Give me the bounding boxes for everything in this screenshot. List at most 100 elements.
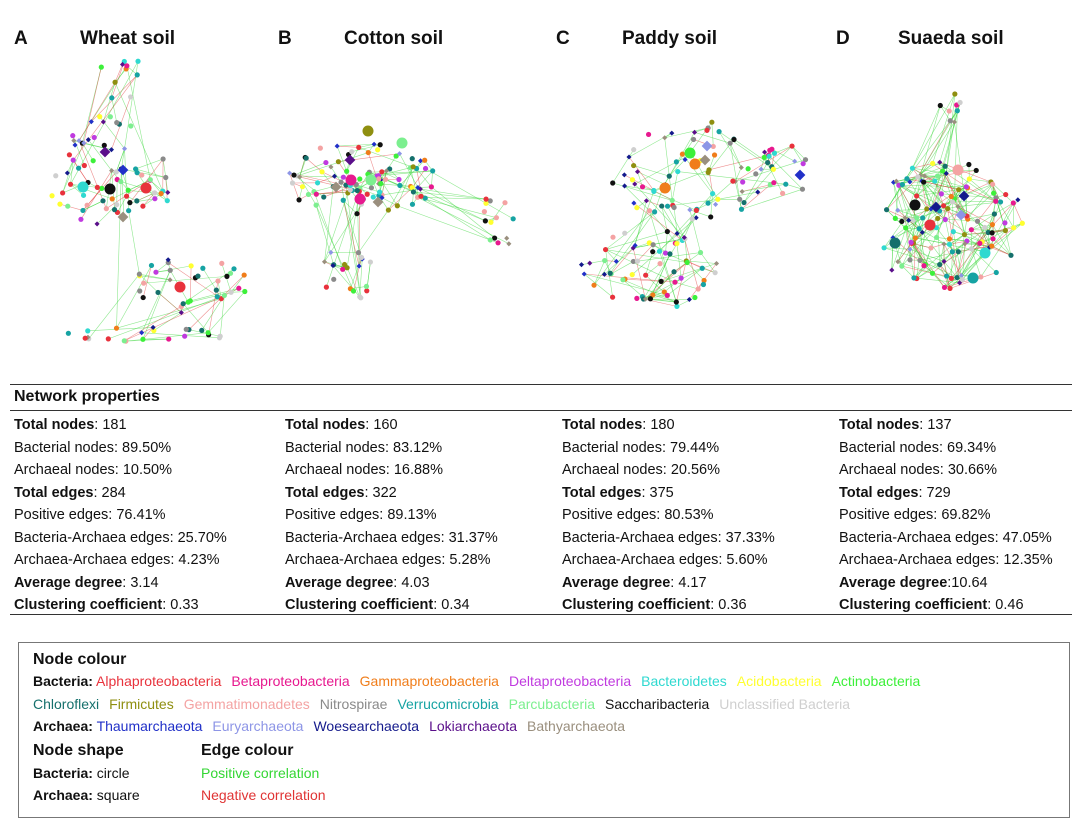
hub-archaea-node: [958, 190, 970, 202]
property-row: Total edges: 375: [562, 482, 832, 505]
bacteria-node: [672, 279, 678, 285]
bacteria-node: [997, 199, 1004, 205]
network-properties-heading: Network properties: [14, 388, 160, 405]
network-edge: [397, 205, 499, 244]
network-edge: [912, 105, 941, 169]
network-edge: [743, 169, 774, 203]
property-label: Clustering coefficient: [285, 597, 434, 613]
bacteria-node: [674, 240, 680, 247]
bacteria-node: [929, 270, 936, 276]
property-row: Archaea-Archaea edges: 5.28%: [285, 549, 555, 572]
network-edge: [661, 206, 668, 232]
bacteria-node: [350, 288, 357, 294]
bacteria-node: [1008, 252, 1014, 258]
network-edge: [634, 183, 685, 238]
network-edge: [399, 153, 419, 188]
bacteria-node: [989, 243, 995, 249]
bacteria-node: [662, 250, 669, 256]
property-label: Total nodes: [839, 417, 920, 433]
bacteria-node: [669, 197, 675, 204]
property-row: Archaeal nodes: 30.66%: [839, 459, 1080, 482]
network-edge: [125, 332, 209, 342]
archaea-node: [297, 174, 303, 180]
property-value: : 137: [919, 417, 952, 433]
bacteria-node: [946, 241, 953, 247]
network-edge: [645, 263, 661, 276]
property-label: Bacteria-Archaea edges: 31.37%: [285, 529, 498, 546]
archaea-node: [631, 200, 637, 206]
bacteria-node: [715, 196, 721, 202]
network-graph-suaeda: [881, 91, 1025, 291]
property-row: Bacterial nodes: 69.34%: [839, 437, 1080, 460]
property-label: Archaea-Archaea edges: 5.28%: [285, 552, 491, 568]
properties-column-suaeda: Total nodes: 137 Bacterial nodes: 69.34% A…: [839, 414, 1080, 617]
network-edge: [653, 191, 697, 211]
bacteria-node: [990, 236, 996, 242]
network-edge: [490, 202, 506, 223]
legend-taxon: Actinobacteria: [831, 673, 921, 689]
archaea-node: [739, 188, 745, 195]
network-edge: [83, 67, 102, 144]
legend-taxon: Thaumarchaeota: [96, 718, 203, 734]
bacteria-node: [49, 193, 55, 199]
bacteria-node: [932, 178, 938, 184]
legend-taxon: Verrucomicrobia: [397, 696, 499, 712]
network-edge: [913, 242, 945, 288]
bacteria-node: [344, 265, 350, 271]
network-nodes: [578, 119, 809, 309]
bacteria-node: [912, 235, 918, 241]
network-edge: [112, 179, 151, 200]
network-edge: [942, 170, 952, 197]
archaea-node: [506, 241, 512, 247]
bacteria-node: [199, 327, 205, 333]
bacteria-node: [907, 257, 913, 263]
bacteria-node: [950, 199, 956, 205]
network-edge: [912, 163, 933, 169]
network-edge: [593, 260, 605, 286]
bacteria-node: [153, 269, 159, 275]
network-graph-cotton: [287, 125, 516, 301]
bacteria-node: [409, 185, 415, 191]
bacteria-node: [693, 207, 699, 213]
bacteria-node: [712, 270, 718, 276]
property-label: Clustering coefficient: [562, 597, 711, 613]
bacteria-node: [127, 200, 133, 206]
bacteria-node: [883, 207, 890, 213]
network-edge: [652, 271, 675, 296]
bacteria-node: [968, 246, 975, 252]
bacteria-node: [321, 194, 327, 200]
bacteria-node: [765, 159, 771, 166]
bacteria-node: [377, 189, 383, 195]
bacteria-node: [904, 176, 910, 182]
network-edge: [910, 217, 917, 243]
bacteria-node: [699, 265, 705, 271]
panel-title: Cotton soil: [344, 28, 444, 49]
property-row: Archaeal nodes: 20.56%: [562, 459, 832, 482]
network-edge: [912, 93, 956, 169]
bacteria-node: [236, 285, 242, 291]
bacteria-node: [166, 336, 172, 342]
property-row: Positive edges: 80.53%: [562, 504, 832, 527]
property-label: Bacteria-Archaea edges: 25.70%: [14, 529, 227, 546]
bacteria-node: [610, 234, 616, 240]
network-edge: [742, 184, 771, 192]
archaea-node: [178, 310, 184, 316]
hub-bacteria-node: [924, 219, 936, 231]
bacteria-node: [695, 286, 701, 292]
bacteria-node: [921, 263, 927, 269]
bacteria-node: [985, 229, 991, 236]
hub-archaea-node: [794, 169, 806, 181]
network-edges: [581, 122, 806, 307]
panel-title: Wheat soil: [80, 28, 176, 49]
bacteria-node: [94, 184, 100, 190]
bacteria-node: [1003, 191, 1009, 198]
bacteria-node: [331, 276, 337, 282]
bacteria-node: [955, 249, 961, 255]
bacteria-node: [483, 200, 489, 206]
bacteria-node: [422, 157, 428, 163]
network-edge: [610, 247, 634, 275]
bacteria-node: [944, 273, 950, 279]
bacteria-node: [942, 216, 948, 223]
property-row: Total nodes: 160: [285, 414, 555, 437]
network-edge: [977, 221, 993, 247]
